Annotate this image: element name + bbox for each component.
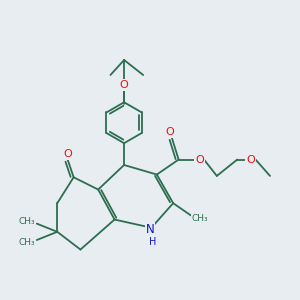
Text: O: O [195, 154, 204, 164]
Text: H: H [149, 237, 156, 247]
Text: O: O [165, 127, 174, 137]
Text: CH₃: CH₃ [192, 214, 208, 223]
Text: N: N [146, 223, 154, 236]
Text: CH₃: CH₃ [18, 217, 35, 226]
Text: O: O [247, 154, 255, 164]
Text: CH₃: CH₃ [18, 238, 35, 247]
Text: O: O [120, 80, 128, 90]
Text: O: O [63, 149, 72, 159]
